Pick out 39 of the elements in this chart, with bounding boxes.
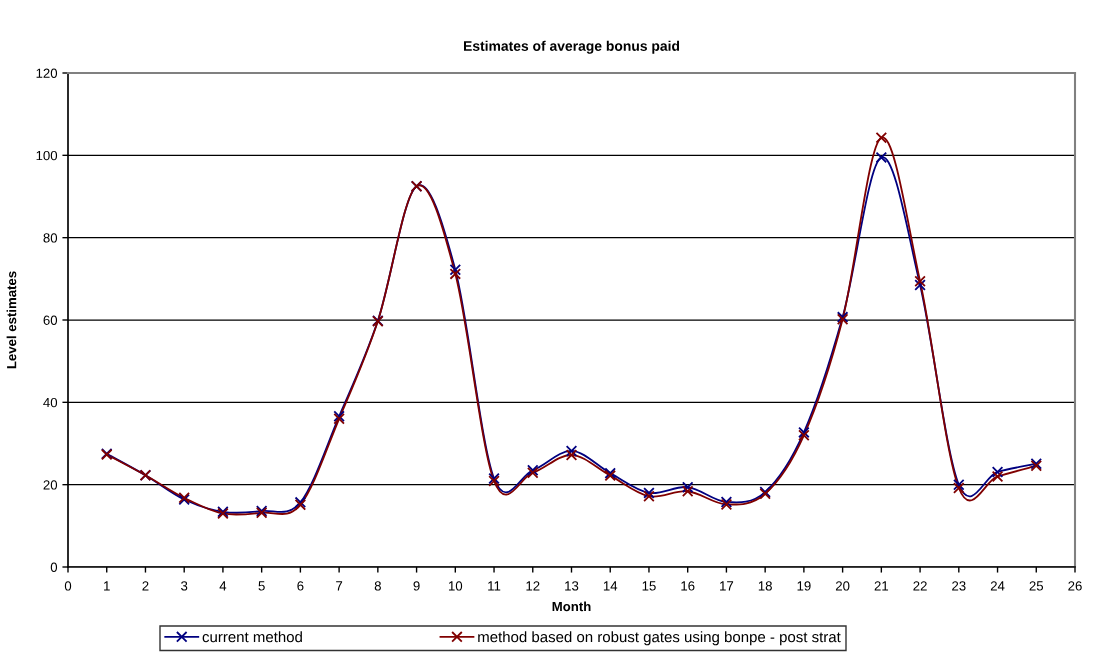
x-tick-label: 9 — [413, 581, 420, 591]
y-tick-label: 120 — [36, 68, 58, 78]
x-tick-label: 16 — [681, 581, 695, 591]
x-tick-label: 11 — [488, 581, 501, 591]
x-tick-label: 8 — [374, 581, 381, 591]
x-tick-label: 4 — [219, 581, 227, 591]
y-tick-label: 80 — [43, 233, 58, 243]
y-tick-label: 0 — [50, 562, 58, 572]
y-axis-title: Level estimates — [6, 271, 17, 369]
x-tick-label: 12 — [526, 581, 540, 591]
x-tick-label: 26 — [1068, 581, 1082, 591]
y-tick-label: 20 — [43, 480, 58, 490]
x-tick-label: 25 — [1029, 581, 1044, 591]
x-tick-label: 1 — [104, 581, 110, 591]
y-tick-label: 100 — [36, 150, 58, 161]
x-tick-label: 7 — [336, 581, 343, 591]
x-tick-label: 23 — [952, 581, 966, 591]
y-tick-label: 40 — [43, 397, 58, 408]
x-tick-label: 24 — [990, 581, 1005, 591]
x-tick-label: 19 — [797, 581, 811, 591]
x-tick-label: 0 — [64, 581, 72, 591]
x-tick-label: 15 — [642, 581, 656, 591]
x-tick-label: 17 — [720, 581, 734, 591]
x-tick-label: 3 — [181, 581, 188, 591]
legend-label: current method — [202, 631, 302, 643]
x-tick-label: 10 — [448, 581, 463, 591]
x-tick-label: 20 — [835, 581, 850, 591]
x-tick-label: 2 — [142, 581, 149, 591]
x-tick-label: 13 — [565, 581, 579, 591]
chart-title: Estimates of average bonus paid — [463, 40, 680, 54]
x-tick-label: 14 — [603, 581, 618, 591]
legend-label: method based on robust gates using bonpe - post strat — [478, 631, 841, 646]
x-tick-label: 6 — [297, 581, 304, 591]
y-tick-label: 60 — [43, 315, 58, 325]
x-axis-title: Month — [552, 601, 591, 612]
x-tick-label: 5 — [258, 581, 265, 591]
x-tick-label: 18 — [758, 581, 772, 591]
x-tick-label: 22 — [913, 581, 927, 591]
x-tick-label: 21 — [874, 581, 889, 591]
